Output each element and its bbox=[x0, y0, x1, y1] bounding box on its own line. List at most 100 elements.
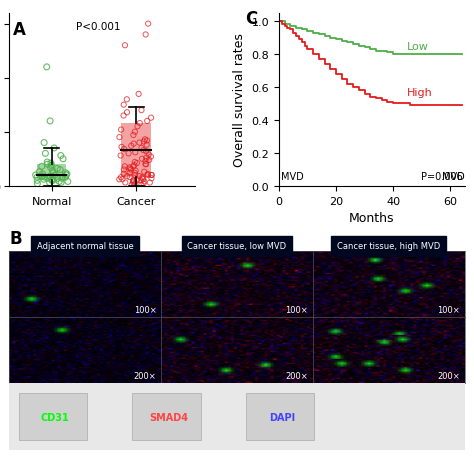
Point bbox=[46, 118, 54, 125]
Point bbox=[46, 173, 54, 180]
Point bbox=[144, 171, 151, 178]
Point bbox=[63, 172, 70, 179]
Point bbox=[123, 96, 131, 104]
Point bbox=[133, 176, 141, 184]
Point bbox=[63, 171, 71, 178]
Point bbox=[118, 144, 125, 151]
Text: DAPI: DAPI bbox=[269, 412, 296, 422]
Point bbox=[135, 91, 142, 98]
Point bbox=[33, 174, 41, 181]
Text: 100×: 100× bbox=[437, 305, 460, 314]
Point bbox=[54, 175, 62, 183]
Point bbox=[125, 151, 132, 158]
Point bbox=[57, 179, 65, 187]
Point bbox=[47, 164, 55, 172]
Point bbox=[117, 152, 124, 160]
Point bbox=[138, 107, 146, 115]
Point bbox=[143, 137, 151, 145]
Point bbox=[62, 174, 69, 181]
Point bbox=[148, 172, 155, 179]
Text: MVD: MVD bbox=[281, 171, 303, 181]
Text: B: B bbox=[9, 230, 22, 247]
Point bbox=[130, 179, 137, 186]
Point bbox=[50, 145, 58, 152]
Point bbox=[120, 167, 128, 174]
Point bbox=[120, 146, 128, 153]
Point bbox=[148, 175, 155, 183]
Point bbox=[147, 115, 155, 122]
Point bbox=[142, 32, 149, 39]
Point bbox=[121, 179, 129, 187]
Point bbox=[34, 177, 41, 185]
Point bbox=[138, 174, 146, 181]
Title: Cancer tissue, high MVD: Cancer tissue, high MVD bbox=[337, 241, 440, 251]
Point bbox=[139, 176, 147, 184]
Point bbox=[142, 161, 150, 168]
Title: Adjacent normal tissue: Adjacent normal tissue bbox=[37, 241, 134, 251]
Text: 200×: 200× bbox=[134, 371, 156, 381]
Text: High: High bbox=[407, 88, 433, 98]
Point bbox=[137, 182, 145, 189]
Point bbox=[50, 170, 57, 177]
Text: MVD: MVD bbox=[442, 171, 465, 181]
Point bbox=[131, 172, 139, 179]
Point bbox=[129, 177, 137, 185]
Point bbox=[34, 180, 41, 188]
Point bbox=[129, 132, 137, 140]
Point bbox=[141, 136, 149, 144]
Point bbox=[126, 164, 133, 172]
Point bbox=[123, 173, 131, 180]
Point bbox=[144, 172, 152, 179]
Point bbox=[39, 171, 46, 178]
Point bbox=[127, 167, 135, 174]
Point bbox=[116, 134, 123, 141]
Point bbox=[43, 64, 51, 72]
Text: Low: Low bbox=[407, 42, 429, 52]
Point bbox=[44, 175, 52, 183]
Point bbox=[56, 167, 64, 174]
Point bbox=[121, 163, 128, 171]
FancyBboxPatch shape bbox=[37, 165, 66, 181]
Point bbox=[146, 157, 153, 164]
Text: CD31: CD31 bbox=[41, 412, 69, 422]
Point bbox=[142, 158, 149, 165]
Point bbox=[129, 179, 137, 187]
FancyBboxPatch shape bbox=[132, 393, 201, 440]
Point bbox=[133, 160, 141, 168]
Point bbox=[145, 21, 152, 28]
Point bbox=[41, 174, 48, 181]
Point bbox=[143, 142, 150, 149]
Point bbox=[120, 102, 128, 109]
Point bbox=[139, 175, 146, 183]
Point bbox=[146, 179, 154, 187]
Text: 200×: 200× bbox=[285, 371, 308, 381]
Point bbox=[54, 165, 61, 173]
Point bbox=[49, 177, 57, 185]
Point bbox=[51, 172, 59, 179]
Point bbox=[136, 120, 144, 128]
Text: A: A bbox=[13, 21, 26, 39]
Point bbox=[137, 145, 145, 152]
Point bbox=[59, 156, 67, 163]
Point bbox=[121, 43, 129, 50]
Point bbox=[47, 162, 55, 169]
Point bbox=[47, 160, 55, 168]
Point bbox=[57, 152, 64, 160]
Point bbox=[55, 179, 63, 186]
Point bbox=[49, 168, 56, 175]
Text: P<0.001: P<0.001 bbox=[76, 22, 120, 32]
Point bbox=[48, 177, 55, 185]
Point bbox=[36, 168, 43, 176]
Point bbox=[130, 162, 138, 169]
Y-axis label: Overall survival rates: Overall survival rates bbox=[233, 34, 246, 167]
Point bbox=[40, 140, 48, 147]
Point bbox=[136, 173, 143, 180]
Point bbox=[128, 143, 135, 150]
Text: P=0.006: P=0.006 bbox=[421, 171, 463, 181]
Point bbox=[58, 175, 66, 183]
Point bbox=[117, 174, 125, 181]
Title: Cancer tissue, low MVD: Cancer tissue, low MVD bbox=[187, 241, 287, 251]
Point bbox=[131, 170, 139, 177]
FancyBboxPatch shape bbox=[246, 393, 314, 440]
Point bbox=[138, 156, 146, 163]
